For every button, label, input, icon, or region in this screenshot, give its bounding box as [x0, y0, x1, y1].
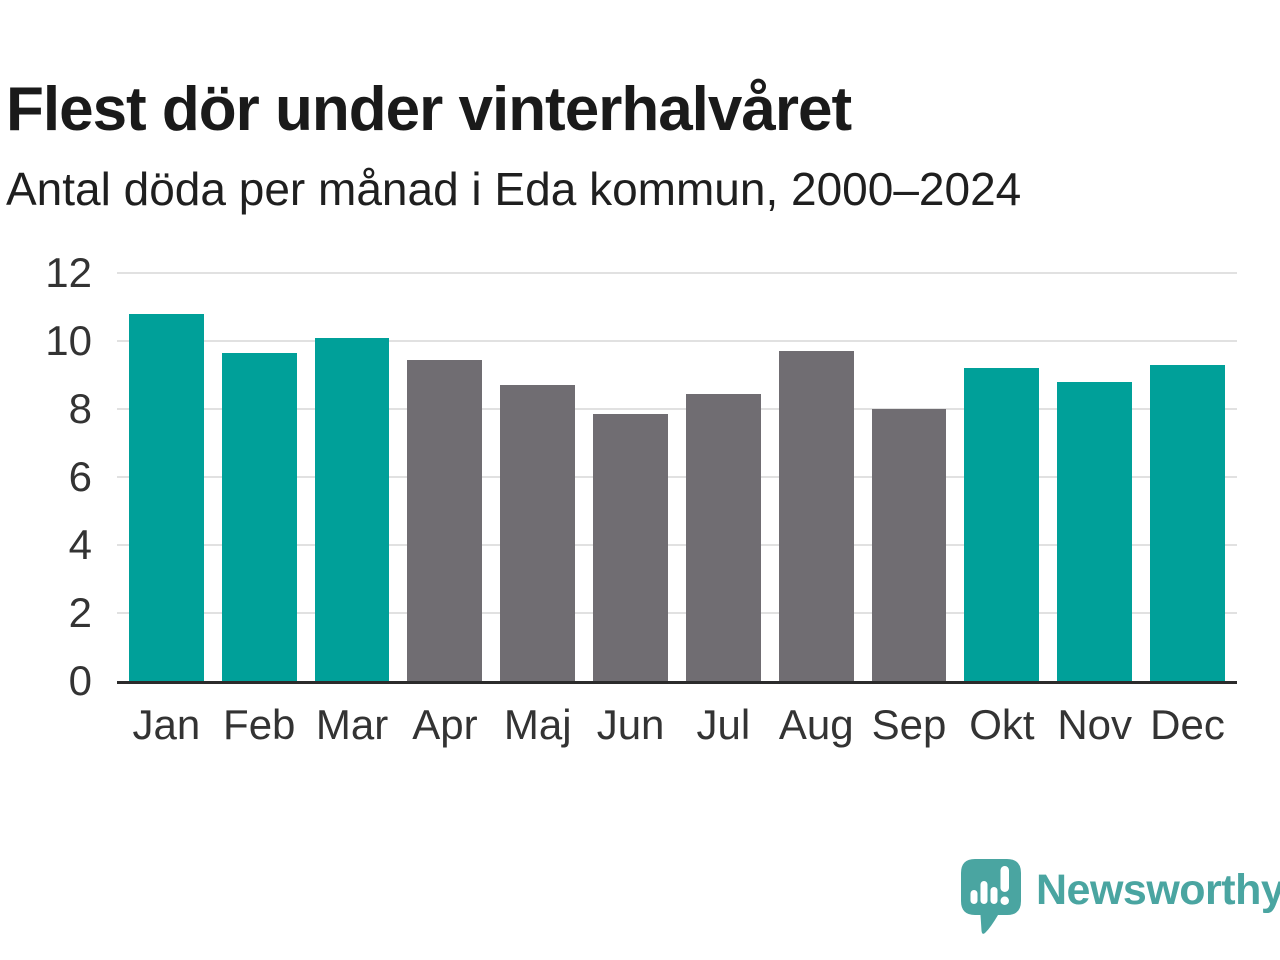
bar-aug [778, 351, 854, 681]
bar-jul [685, 393, 761, 681]
y-tick-label-10: 10 [45, 317, 92, 364]
bar-maj [500, 385, 576, 681]
y-tick-label-0: 0 [68, 657, 92, 704]
bar-apr [407, 359, 483, 681]
x-tick-label-apr: Apr [412, 701, 478, 748]
y-axis: 0 2 4 6 8 10 12 [0, 252, 92, 702]
bar-okt [964, 368, 1040, 681]
bar-nov [1057, 381, 1133, 681]
gridline-10 [117, 340, 1237, 342]
brand-footer: Newsworthy [960, 858, 1280, 936]
exclamation-dot [1000, 896, 1009, 905]
gridline-4 [117, 544, 1237, 547]
gridline-2 [117, 612, 1237, 615]
y-tick-label-12: 12 [45, 249, 92, 296]
y-tick-label-6: 6 [68, 453, 92, 500]
x-tick-label-jun: Jun [596, 701, 665, 748]
mini-bar-2 [980, 881, 988, 904]
x-axis: Jan Feb Mar Apr Maj Jun Jul Aug Sep Okt Nov Dec [117, 700, 1237, 750]
bar-dec [1150, 364, 1225, 681]
x-tick-label-maj: Maj [503, 701, 572, 748]
page-title: Flest dör under vinterhalvåret [6, 74, 852, 144]
bar-sep [871, 409, 947, 681]
bar-mar [314, 337, 390, 681]
mini-bar-3 [990, 887, 998, 904]
newsworthy-logo-icon [961, 859, 1021, 934]
y-tick-label-2: 2 [68, 589, 92, 637]
x-tick-label-dec: Dec [1150, 701, 1225, 748]
exclamation-stem [1000, 866, 1009, 892]
gridline-6 [117, 476, 1237, 478]
bar-jan [129, 313, 204, 681]
page-subtitle: Antal döda per månad i Eda kommun, 2000–… [6, 163, 1022, 215]
x-tick-label-sep: Sep [871, 701, 947, 748]
x-tick-label-feb: Feb [223, 701, 296, 748]
y-tick-label-4: 4 [68, 521, 92, 569]
gridline-8 [117, 408, 1237, 411]
x-tick-label-nov: Nov [1057, 701, 1133, 748]
bar-feb [221, 352, 297, 681]
y-tick-label-8: 8 [68, 385, 92, 433]
x-tick-label-jan: Jan [132, 701, 201, 748]
mini-bar-1 [970, 890, 978, 904]
x-tick-label-okt: Okt [969, 701, 1035, 748]
bars-row [117, 273, 1237, 681]
x-tick-label-mar: Mar [315, 701, 389, 748]
bar-jun [593, 414, 668, 681]
plot-area [117, 272, 1237, 684]
gridline-12 [117, 272, 1237, 274]
x-tick-label-aug: Aug [778, 701, 854, 748]
brand-name: Newsworthy [1036, 866, 1280, 914]
x-tick-label-jul: Jul [696, 701, 751, 748]
